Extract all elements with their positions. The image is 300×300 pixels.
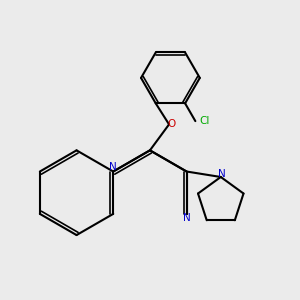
Text: N: N [183, 213, 190, 223]
Text: N: N [218, 169, 225, 178]
Text: N: N [110, 162, 117, 172]
Text: O: O [168, 119, 176, 129]
Text: Cl: Cl [200, 116, 210, 126]
